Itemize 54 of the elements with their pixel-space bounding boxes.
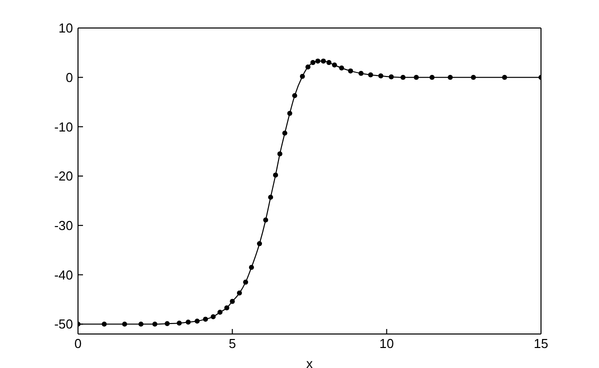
point bbox=[273, 172, 278, 178]
y-tick-label: -40 bbox=[54, 267, 73, 282]
point bbox=[315, 58, 320, 64]
point bbox=[224, 305, 230, 310]
point bbox=[122, 322, 128, 327]
point bbox=[102, 322, 107, 327]
point bbox=[263, 217, 268, 222]
point bbox=[248, 264, 254, 270]
point bbox=[348, 68, 354, 74]
x-tick-label: 15 bbox=[534, 336, 548, 352]
point bbox=[176, 320, 182, 326]
point bbox=[256, 241, 262, 246]
point bbox=[202, 316, 208, 322]
y-tick-label: 10 bbox=[58, 20, 73, 36]
point bbox=[368, 72, 374, 78]
point bbox=[210, 314, 216, 320]
point bbox=[243, 280, 248, 285]
point bbox=[305, 64, 310, 70]
point bbox=[310, 60, 316, 66]
point bbox=[230, 298, 235, 304]
point bbox=[388, 74, 394, 80]
point bbox=[414, 74, 419, 80]
point bbox=[268, 194, 274, 200]
point bbox=[194, 318, 200, 324]
point bbox=[217, 310, 222, 315]
x-axis-title: x bbox=[306, 356, 314, 368]
point bbox=[236, 290, 242, 296]
point bbox=[164, 321, 170, 326]
point bbox=[430, 74, 435, 80]
y-tick-label: -20 bbox=[54, 168, 73, 184]
point bbox=[292, 93, 298, 98]
point bbox=[287, 110, 292, 116]
y-tick-label: -10 bbox=[54, 119, 73, 134]
point bbox=[400, 74, 406, 80]
point bbox=[326, 60, 332, 66]
y-tick-label: -50 bbox=[54, 316, 73, 332]
point bbox=[339, 65, 344, 70]
point bbox=[358, 70, 364, 76]
point bbox=[320, 58, 326, 64]
y-tick-label: 0 bbox=[66, 70, 73, 85]
point bbox=[138, 322, 144, 327]
point bbox=[282, 130, 288, 136]
x-tick-label: 10 bbox=[379, 336, 394, 352]
point bbox=[378, 73, 384, 78]
y-tick-label: -30 bbox=[54, 218, 73, 234]
point bbox=[332, 62, 337, 68]
point bbox=[277, 151, 282, 156]
point bbox=[300, 74, 305, 79]
x-tick-label: 5 bbox=[228, 336, 236, 352]
point bbox=[502, 74, 508, 80]
point bbox=[186, 320, 191, 325]
point bbox=[152, 322, 158, 327]
point bbox=[448, 74, 453, 80]
point bbox=[470, 74, 476, 80]
